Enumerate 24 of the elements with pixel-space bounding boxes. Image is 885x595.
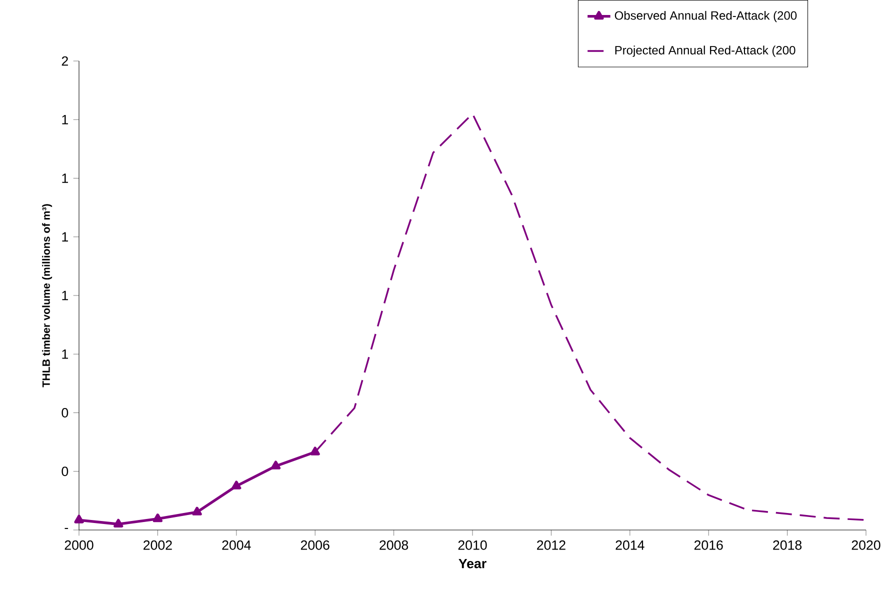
x-tick-label: 2000 [64,540,94,550]
x-tick-label: 2008 [380,540,408,550]
y-tick-label: - [64,528,68,529]
y-tick-label: 0 [62,466,68,476]
y-tick-label: 1 [62,115,68,124]
legend-label: Observed Annual Red-Attack (200 [614,10,797,22]
x-tick-label: 2014 [616,540,644,550]
y-tick-label: 2 [62,56,68,66]
y-tick-label: 1 [62,350,68,359]
x-tick-label: 2012 [537,540,566,550]
y-tick-label: 1 [62,174,68,183]
x-tick-label: 2006 [300,540,330,550]
y-tick-label: 1 [62,290,68,300]
x-tick-label: 2002 [144,540,172,550]
x-tick-label: 2010 [458,540,487,550]
x-tick-label: 2004 [222,540,251,550]
y-tick-label: 0 [62,408,68,418]
y-tick-label: 1 [62,232,68,242]
y-axis-title: THLB timber volume (millions of m³) [42,204,52,388]
x-tick-label: 2018 [773,540,802,550]
x-tick-label: 2016 [694,540,723,550]
x-tick-label: 2020 [852,540,880,550]
x-axis-title: Year [458,558,486,568]
legend-label: Projected Annual Red-Attack (200 [615,46,796,57]
